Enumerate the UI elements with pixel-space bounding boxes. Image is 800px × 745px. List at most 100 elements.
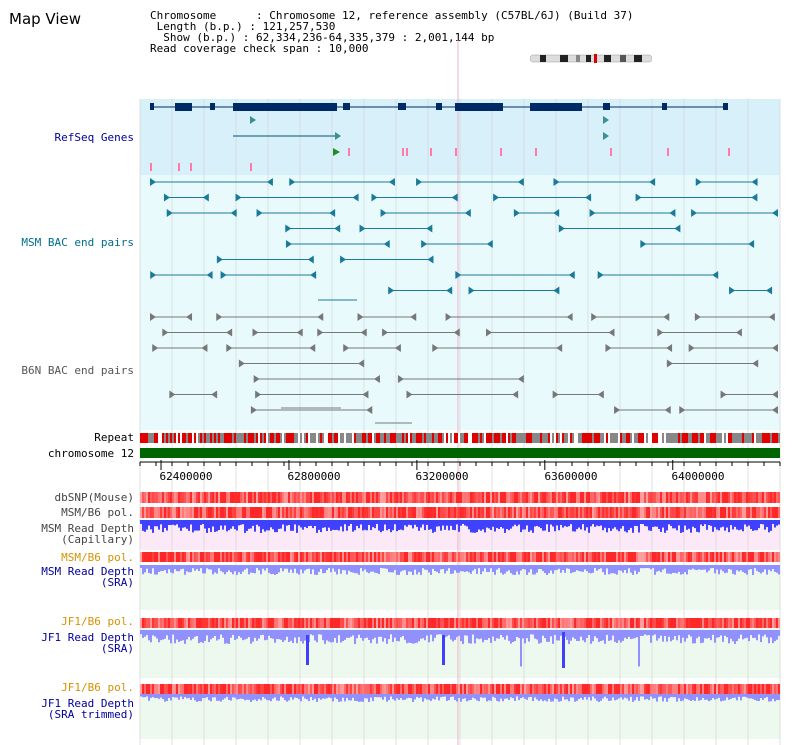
pol-cell — [398, 618, 400, 628]
pol-cell — [628, 684, 630, 694]
pol-cell — [484, 684, 486, 694]
pol-cell — [578, 552, 580, 562]
pol-cell — [344, 552, 346, 562]
pol-cell — [702, 684, 704, 694]
pol-cell — [548, 492, 550, 503]
msm-bac-pair-end — [285, 240, 292, 248]
pol-cell — [194, 618, 196, 628]
pol-cell — [270, 618, 272, 628]
depth-bar — [296, 520, 298, 533]
depth-bar — [702, 565, 704, 570]
pol-cell — [320, 492, 322, 503]
depth-bar — [602, 694, 604, 699]
depth-bar — [574, 565, 576, 572]
pol-cell — [604, 552, 606, 562]
pol-cell — [156, 507, 158, 518]
pol-cell — [642, 492, 644, 503]
depth-bar — [720, 520, 722, 528]
pol-cell — [634, 684, 636, 694]
repeat-block — [560, 433, 562, 443]
depth-bar — [650, 694, 652, 697]
pol-cell — [754, 492, 756, 503]
b6n-bac-pair-end — [162, 328, 169, 337]
repeat-block — [464, 433, 466, 443]
pol-cell — [504, 507, 506, 518]
pol-cell — [362, 492, 364, 503]
label-b6n-bac[interactable]: B6N BAC end pairs — [21, 364, 134, 377]
pol-cell — [738, 507, 740, 518]
depth-bar — [684, 565, 686, 573]
label-refseq-genes[interactable]: RefSeq Genes — [54, 131, 134, 144]
pol-cell — [686, 507, 688, 518]
pol-cell — [760, 507, 762, 518]
pol-cell — [330, 552, 332, 562]
pol-cell — [658, 684, 660, 694]
pol-cell — [396, 618, 398, 628]
pol-cell — [704, 552, 706, 562]
pol-cell — [150, 492, 152, 503]
pol-cell — [166, 507, 168, 518]
depth-bar — [184, 565, 186, 575]
pol-cell — [460, 507, 462, 518]
depth-bar — [560, 520, 562, 525]
pol-cell — [574, 684, 576, 694]
depth-bar — [386, 630, 388, 644]
pol-cell — [674, 684, 676, 694]
pol-cell — [500, 492, 502, 503]
pol-cell — [716, 684, 718, 694]
pol-cell — [154, 552, 156, 562]
depth-bar — [664, 694, 666, 698]
depth-bar — [230, 630, 232, 638]
depth-bar — [604, 630, 606, 644]
label-msm-bac[interactable]: MSM BAC end pairs — [21, 236, 134, 249]
pol-cell — [536, 507, 538, 518]
pol-cell — [766, 618, 768, 628]
depth-bar — [340, 520, 342, 527]
pol-cell — [278, 618, 280, 628]
pol-cell — [190, 492, 192, 503]
pol-cell — [242, 684, 244, 694]
depth-bar — [750, 520, 752, 530]
pol-cell — [188, 684, 190, 694]
msm-bac-pair-end — [455, 271, 462, 279]
depth-bar — [450, 694, 452, 697]
depth-bar — [640, 694, 642, 697]
depth-bar — [668, 630, 670, 637]
repeat-block — [554, 433, 556, 443]
depth-bar — [462, 520, 464, 524]
repeat-block — [226, 433, 228, 443]
pol-cell — [358, 618, 360, 628]
depth-bar — [206, 520, 208, 533]
msm-bac-pair-end — [691, 209, 698, 217]
depth-bar — [540, 694, 542, 700]
msm-bac-pair-end — [464, 209, 471, 217]
depth-bar — [618, 630, 620, 641]
pol-cell — [526, 507, 528, 518]
pol-cell — [286, 492, 288, 503]
depth-bar — [622, 630, 624, 641]
repeat-block — [550, 433, 552, 443]
depth-bar — [712, 694, 714, 698]
depth-bar — [570, 630, 572, 641]
depth-bar — [726, 694, 728, 698]
pol-cell — [608, 492, 610, 503]
depth-bar — [508, 520, 510, 531]
depth-bar — [568, 694, 570, 702]
depth-bar — [184, 694, 186, 698]
pol-cell — [198, 552, 200, 562]
pol-cell — [202, 492, 204, 503]
pol-cell — [302, 618, 304, 628]
depth-bar — [750, 694, 752, 699]
pol-cell — [564, 618, 566, 628]
pol-cell — [486, 684, 488, 694]
depth-bar — [662, 694, 664, 702]
pol-cell — [276, 492, 278, 503]
pol-cell — [774, 507, 776, 518]
depth-bar — [292, 565, 294, 573]
pol-cell — [606, 684, 608, 694]
chromosome-ideogram[interactable] — [530, 54, 652, 63]
pol-cell — [318, 618, 320, 628]
depth-bar — [260, 630, 262, 636]
pol-cell — [268, 618, 270, 628]
